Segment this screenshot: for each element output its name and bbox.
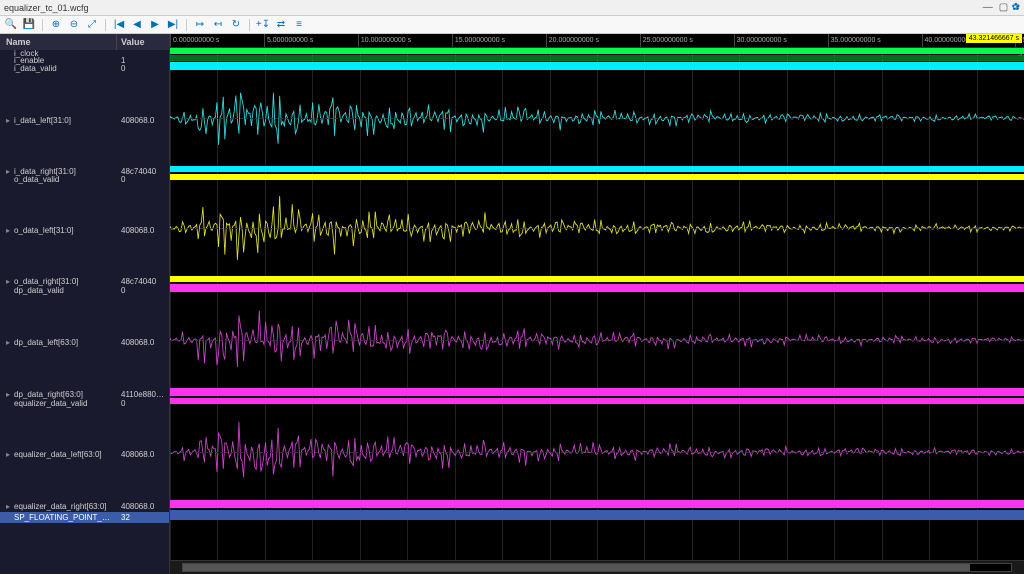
wave-band[interactable]: [170, 398, 1024, 404]
signal-name[interactable]: ▸i_data_left[31:0]: [0, 115, 117, 126]
signal-list[interactable]: i_clocki_enable1i_data_valid0▸i_data_lef…: [0, 50, 169, 574]
signal-value: 408068.0: [117, 449, 169, 460]
signal-row[interactable]: i_data_valid0: [0, 63, 169, 74]
column-value-header[interactable]: Value: [117, 34, 169, 50]
relaunch-icon[interactable]: ↻: [229, 18, 243, 32]
zoom-fit-icon[interactable]: ⤢: [85, 18, 99, 32]
zoom-in-icon[interactable]: ⊕: [49, 18, 63, 32]
signal-value: 408068.0: [117, 501, 169, 512]
signal-value: 32: [117, 512, 169, 523]
step-fwd-icon[interactable]: ↦: [193, 18, 207, 32]
waveform-viewport[interactable]: 0.000000000 s 5.000000000 s 10.000000000 s…: [170, 34, 1024, 574]
wave-band[interactable]: [170, 510, 1024, 520]
zoom-out-icon[interactable]: ⊖: [67, 18, 81, 32]
column-name-header[interactable]: Name: [0, 34, 117, 50]
time-ruler[interactable]: 0.000000000 s 5.000000000 s 10.000000000 s…: [170, 34, 1024, 48]
signal-panel: Name Value i_clocki_enable1i_data_valid0…: [0, 34, 170, 574]
wave-band[interactable]: [170, 388, 1024, 396]
maximize-icon[interactable]: ▢: [999, 2, 1008, 13]
run-end-icon[interactable]: ▶|: [166, 18, 180, 32]
horizontal-scrollbar[interactable]: [170, 560, 1024, 574]
signal-value: 408068.0: [117, 337, 169, 348]
window-titlebar: equalizer_tc_01.wcfg ✿ — ▢ ×: [0, 0, 1024, 16]
time-tick: 20.000000000 s: [546, 34, 599, 47]
save-icon[interactable]: 💾: [22, 18, 36, 32]
time-tick: 15.000000000 s: [452, 34, 505, 47]
time-tick: 10.000000000 s: [358, 34, 411, 47]
signal-row[interactable]: ▸dp_data_left[63:0]408068.0: [0, 337, 169, 348]
signal-name[interactable]: ▸equalizer_data_right[63:0]: [0, 501, 117, 512]
run-start-icon[interactable]: |◀: [112, 18, 126, 32]
wave-band[interactable]: [170, 284, 1024, 292]
signal-row[interactable]: ▸o_data_left[31:0]408068.0: [0, 225, 169, 236]
play-fwd-icon[interactable]: ▶: [148, 18, 162, 32]
signal-name[interactable]: ▸o_data_left[31:0]: [0, 225, 117, 236]
wave-analog[interactable]: [170, 72, 1024, 164]
swap-icon[interactable]: ⇄: [274, 18, 288, 32]
search-icon[interactable]: 🔍: [4, 18, 18, 32]
wave-band[interactable]: [170, 62, 1024, 70]
signal-value: 0: [117, 285, 169, 296]
window-title: equalizer_tc_01.wcfg: [4, 3, 89, 13]
signal-name[interactable]: equalizer_data_valid: [0, 398, 117, 409]
toolbar: 🔍 💾 ⊕ ⊖ ⤢ |◀ ◀ ▶ ▶| ↦ ↤ ↻ +↧ ⇄ ≡: [0, 16, 1024, 34]
signal-value: 408068.0: [117, 225, 169, 236]
time-tick: 30.000000000 s: [734, 34, 787, 47]
toggle-icon[interactable]: ≡: [292, 18, 306, 32]
step-back-icon[interactable]: ↤: [211, 18, 225, 32]
signal-name[interactable]: ▸equalizer_data_left[63:0]: [0, 449, 117, 460]
signal-value: 0: [117, 398, 169, 409]
minimize-icon[interactable]: —: [983, 2, 993, 13]
wave-band[interactable]: [170, 166, 1024, 172]
time-tick: 0.000000000 s: [170, 34, 219, 47]
signal-row[interactable]: SP_FLOATING_POINT_BIT_WIDTH[31:0]32: [0, 512, 169, 523]
signal-name[interactable]: i_data_valid: [0, 63, 117, 74]
signal-name[interactable]: ▸dp_data_left[63:0]: [0, 337, 117, 348]
signal-row[interactable]: ▸equalizer_data_right[63:0]408068.0: [0, 501, 169, 512]
signal-value: 0: [117, 174, 169, 185]
time-tick: 25.000000000 s: [640, 34, 693, 47]
gear-icon[interactable]: ✿: [1012, 2, 1020, 13]
waveform-canvas[interactable]: [170, 48, 1024, 560]
wave-band[interactable]: [170, 48, 1024, 54]
wave-band[interactable]: [170, 276, 1024, 282]
wave-band[interactable]: [170, 500, 1024, 508]
signal-row[interactable]: o_data_valid0: [0, 174, 169, 185]
signal-row[interactable]: dp_data_valid0: [0, 285, 169, 296]
signal-row[interactable]: ▸equalizer_data_left[63:0]408068.0: [0, 449, 169, 460]
signal-row[interactable]: ▸i_data_left[31:0]408068.0: [0, 115, 169, 126]
signal-name[interactable]: dp_data_valid: [0, 285, 117, 296]
add-marker-icon[interactable]: +↧: [256, 18, 270, 32]
signal-value: 408068.0: [117, 115, 169, 126]
main-area: Name Value i_clocki_enable1i_data_valid0…: [0, 34, 1024, 574]
wave-analog[interactable]: [170, 294, 1024, 386]
signal-row[interactable]: equalizer_data_valid0: [0, 398, 169, 409]
wave-band[interactable]: [170, 55, 1024, 61]
scrollbar-thumb[interactable]: [183, 564, 970, 571]
time-tick: 35.000000000 s: [828, 34, 881, 47]
signal-name[interactable]: SP_FLOATING_POINT_BIT_WIDTH[31:0]: [0, 512, 117, 523]
signal-panel-header: Name Value: [0, 34, 169, 50]
wave-analog[interactable]: [170, 406, 1024, 498]
wave-analog[interactable]: [170, 182, 1024, 274]
time-tick: 5.000000000 s: [264, 34, 313, 47]
play-back-icon[interactable]: ◀: [130, 18, 144, 32]
cursor-flag[interactable]: 43.321466667 s: [966, 34, 1022, 43]
signal-name[interactable]: o_data_valid: [0, 174, 117, 185]
wave-band[interactable]: [170, 174, 1024, 180]
signal-value: 0: [117, 63, 169, 74]
